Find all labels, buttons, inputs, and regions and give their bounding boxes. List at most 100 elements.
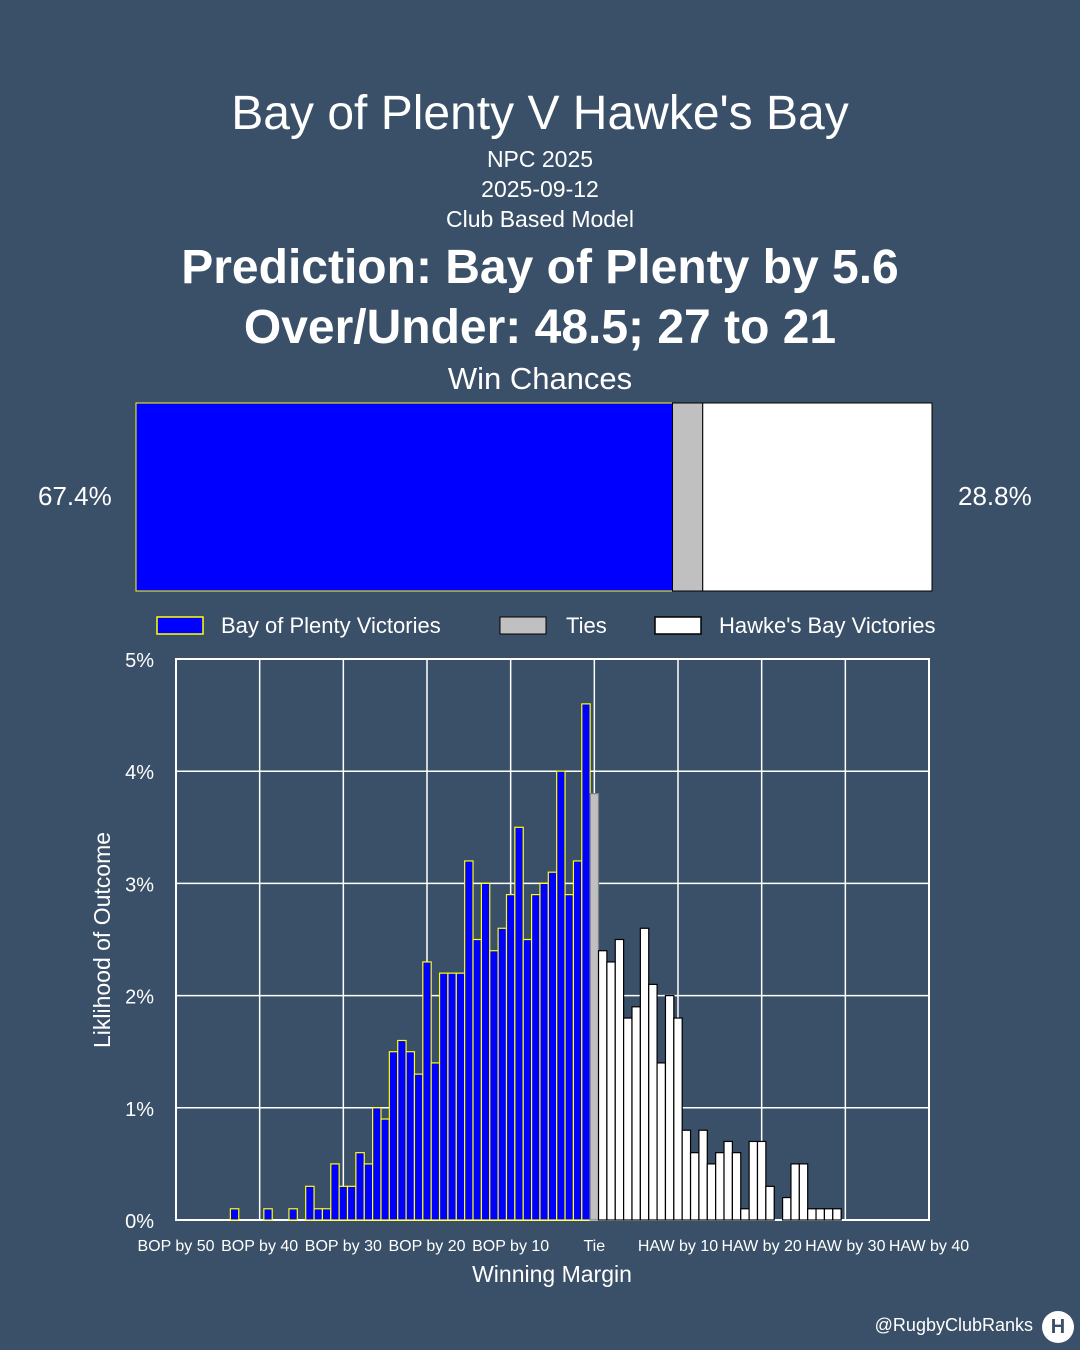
bar-home-win (397, 1039, 407, 1221)
x-axis-label: Winning Margin (472, 1261, 632, 1287)
bar-away-win (614, 938, 625, 1221)
bar-home-win (522, 938, 533, 1221)
bar-home-win (363, 1163, 374, 1221)
bar-away-win (740, 1208, 750, 1221)
bar-away-win (623, 1017, 633, 1221)
bar-away-win (639, 927, 650, 1221)
bar-home-win (413, 1073, 424, 1221)
bar-home-win (539, 882, 549, 1221)
x-tick-label: BOP by 20 (388, 1238, 465, 1255)
bar-home-win (355, 1152, 365, 1221)
chart-title: Bay of Plenty V Hawke's Bay (231, 87, 849, 140)
x-tick-label: HAW by 20 (722, 1238, 802, 1255)
bar-home-win (472, 938, 482, 1221)
bar-away-win (706, 1163, 717, 1221)
bar-away-win (748, 1140, 759, 1221)
bar-tie (589, 793, 600, 1221)
bar-home-win (263, 1208, 273, 1221)
bar-away-win (715, 1152, 725, 1221)
prediction-headline: Prediction: Bay of Plenty by 5.6 (181, 241, 899, 294)
away-win-percent: 28.8% (958, 481, 1032, 511)
footer-handle: @RugbyClubRanks (874, 1315, 1033, 1335)
y-axis-label: Liklihood of Outcome (89, 832, 115, 1048)
y-tick-label: 1% (125, 1099, 154, 1121)
legend-swatch-away (654, 616, 702, 635)
legend-swatch-tie (499, 616, 547, 635)
bar-away-win (698, 1129, 708, 1221)
bar-home-win (455, 972, 466, 1221)
x-tick-label: HAW by 40 (889, 1238, 969, 1255)
bar-home-win (497, 927, 508, 1221)
over-under-headline: Over/Under: 48.5; 27 to 21 (243, 301, 837, 354)
bar-home-win (313, 1208, 324, 1221)
bar-home-win (514, 826, 524, 1221)
win-chances-away-segment (702, 402, 933, 592)
bar-away-win (781, 1196, 792, 1221)
bar-away-win (606, 961, 616, 1221)
bar-away-win (648, 983, 658, 1221)
bar-away-win (815, 1208, 826, 1221)
bar-away-win (765, 1185, 775, 1221)
x-tick-label: HAW by 10 (638, 1238, 718, 1255)
win-chances-bar (135, 402, 933, 592)
bar-home-win (505, 894, 516, 1221)
bar-home-win (346, 1185, 357, 1221)
bar-home-win (489, 950, 499, 1221)
bar-away-win (731, 1152, 742, 1221)
bar-away-win (631, 1006, 641, 1221)
bar-home-win (447, 972, 457, 1221)
home-win-percent: 67.4% (38, 481, 112, 511)
bar-away-win (656, 1062, 667, 1221)
bar-home-win (372, 1107, 382, 1221)
competition-label: NPC 2025 (486, 146, 594, 172)
bar-home-win (422, 961, 432, 1221)
bar-home-win (338, 1185, 349, 1221)
match-date: 2025-09-12 (481, 176, 599, 202)
y-tick-label: 3% (125, 874, 154, 896)
bar-home-win (480, 882, 491, 1221)
bar-home-win (380, 1118, 390, 1221)
bar-away-win (798, 1163, 809, 1221)
legend-label-tie: Ties (566, 613, 607, 638)
bar-home-win (330, 1163, 340, 1221)
win-chances-home-segment (135, 402, 674, 592)
bar-away-win (832, 1208, 842, 1221)
x-tick-label: BOP by 50 (137, 1238, 214, 1255)
bar-home-win (388, 1051, 399, 1221)
bar-away-win (673, 1017, 683, 1221)
x-tick-label: HAW by 30 (805, 1238, 885, 1255)
bar-home-win (556, 770, 566, 1221)
win-chances-title: Win Chances (447, 361, 633, 396)
bar-home-win (464, 860, 474, 1221)
bar-home-win (547, 871, 558, 1221)
bar-home-win (288, 1208, 298, 1221)
y-tick-label: 2% (125, 987, 154, 1009)
bar-home-win (564, 894, 575, 1221)
y-tick-label: 4% (125, 762, 154, 784)
y-tick-label: 5% (125, 650, 154, 672)
bar-home-win (321, 1208, 332, 1221)
bar-away-win (664, 994, 675, 1221)
bar-away-win (681, 1129, 692, 1221)
legend-swatch-home (156, 616, 204, 635)
x-tick-label: BOP by 40 (221, 1238, 298, 1255)
bar-home-win (405, 1051, 416, 1221)
bar-away-win (723, 1140, 733, 1221)
y-tick-label: 0% (125, 1211, 154, 1233)
bar-away-win (689, 1152, 700, 1221)
x-tick-label: BOP by 10 (472, 1238, 549, 1255)
bar-home-win (229, 1208, 240, 1221)
bar-away-win (823, 1208, 834, 1221)
bar-away-win (807, 1208, 817, 1221)
x-tick-label: BOP by 30 (305, 1238, 382, 1255)
legend-label-away: Hawke's Bay Victories (719, 613, 936, 638)
win-chances-tie-segment (672, 402, 704, 592)
x-tick-label: Tie (584, 1238, 606, 1255)
bar-away-win (756, 1140, 767, 1221)
bar-home-win (438, 972, 449, 1221)
bar-home-win (530, 894, 541, 1221)
logo-icon: H (1042, 1311, 1074, 1343)
bar-away-win (790, 1163, 800, 1221)
bar-away-win (597, 950, 608, 1221)
